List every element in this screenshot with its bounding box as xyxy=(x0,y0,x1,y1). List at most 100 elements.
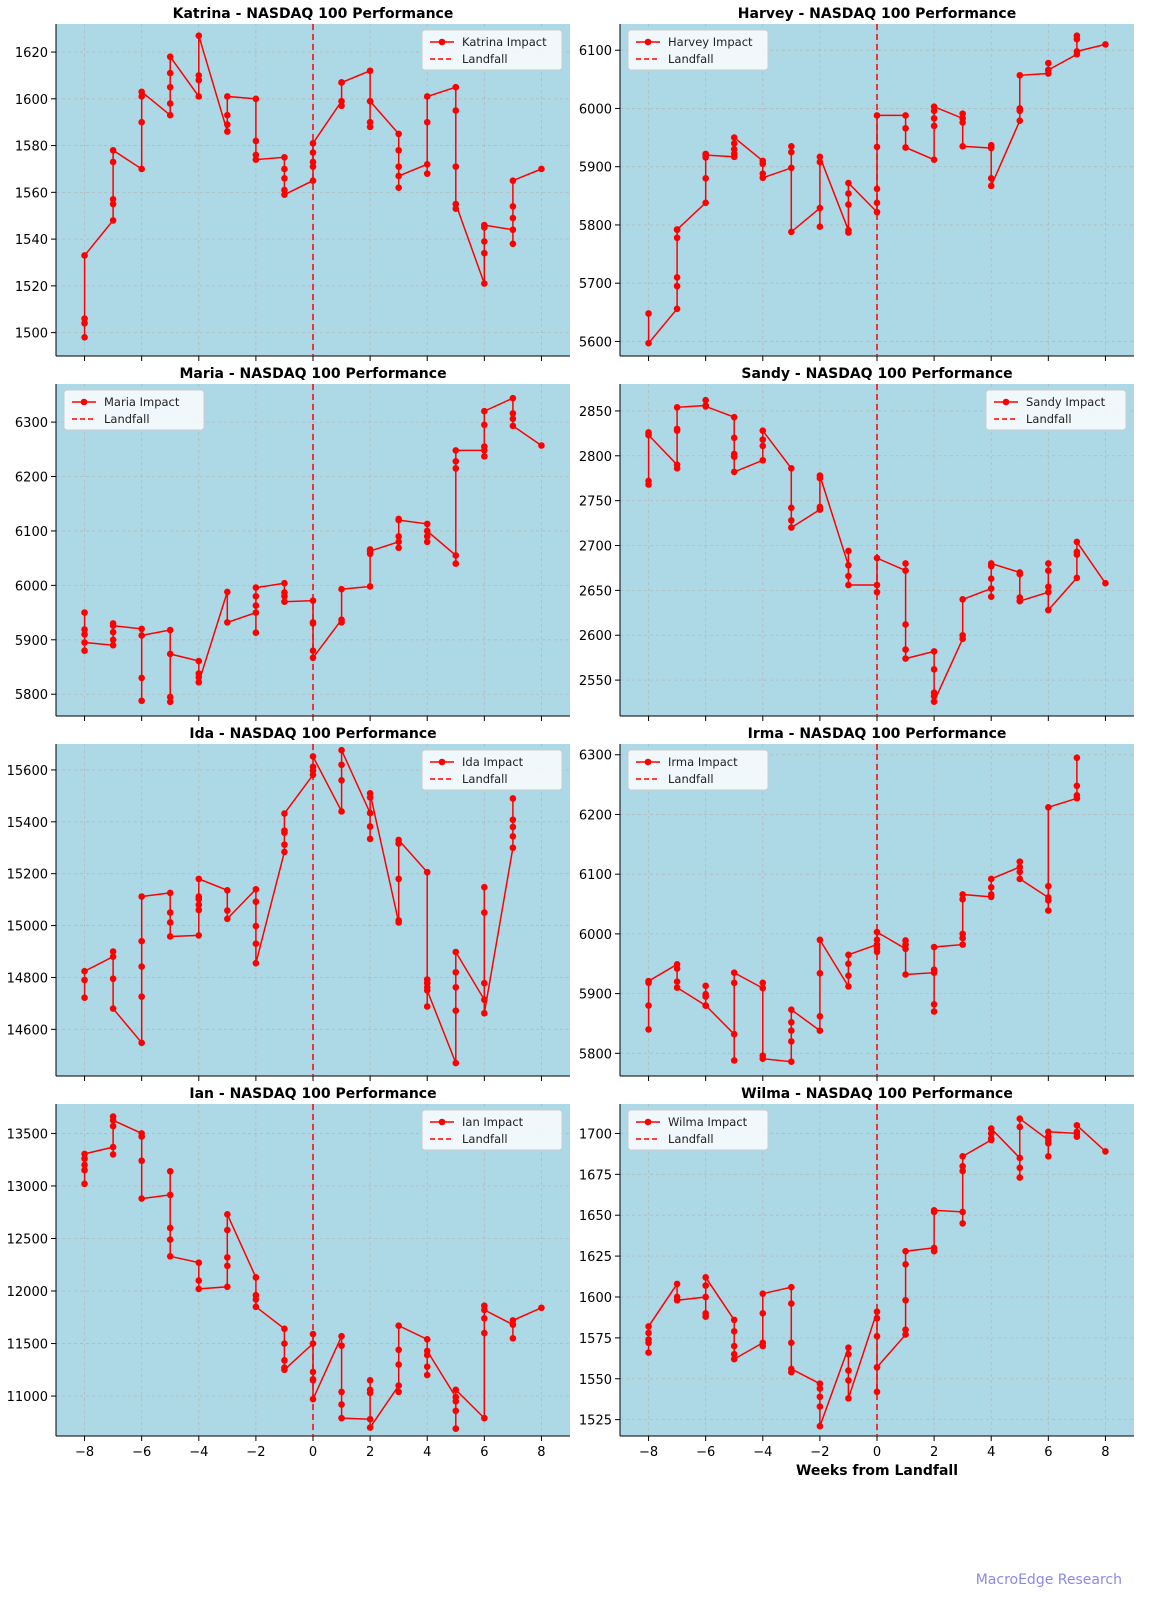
data-point xyxy=(902,124,909,132)
legend-series-label: Irma Impact xyxy=(668,755,738,769)
data-point xyxy=(452,983,460,991)
data-point xyxy=(395,538,402,546)
x-tick-label: 6 xyxy=(1044,1445,1052,1460)
y-tick-label: 6300 xyxy=(579,749,612,764)
data-point xyxy=(166,650,174,658)
data-point xyxy=(252,922,260,930)
data-point xyxy=(816,936,824,944)
y-tick-label: 14800 xyxy=(7,971,48,986)
data-point xyxy=(395,1388,402,1396)
data-point xyxy=(845,190,852,197)
data-point xyxy=(109,622,117,629)
legend: Irma Impact Landfall xyxy=(627,749,769,791)
data-point xyxy=(423,868,431,876)
data-point xyxy=(81,333,88,341)
data-point xyxy=(1045,583,1052,591)
data-point xyxy=(452,465,460,472)
data-point xyxy=(224,1211,231,1218)
data-point xyxy=(1045,1128,1052,1136)
data-point xyxy=(138,165,145,173)
data-point xyxy=(224,1254,231,1261)
data-point xyxy=(338,585,345,593)
data-point xyxy=(138,697,145,705)
data-point xyxy=(395,533,402,540)
y-tick-label: 5800 xyxy=(579,219,612,234)
x-tick-label: 4 xyxy=(423,1445,431,1460)
data-point xyxy=(109,636,117,644)
data-point xyxy=(138,625,145,633)
data-point xyxy=(959,119,966,126)
data-point xyxy=(281,1340,288,1347)
data-point xyxy=(845,951,852,959)
data-point xyxy=(338,761,345,769)
data-point xyxy=(224,886,231,894)
x-tick-label: −2 xyxy=(810,1445,829,1460)
data-point xyxy=(845,1344,852,1351)
data-point xyxy=(702,151,709,159)
legend-box xyxy=(627,749,769,791)
data-point xyxy=(788,524,795,531)
data-point xyxy=(873,143,881,151)
data-point xyxy=(166,111,174,119)
data-point xyxy=(673,465,681,472)
data-point xyxy=(195,76,203,84)
legend-landfall-label: Landfall xyxy=(462,1132,508,1146)
data-point xyxy=(730,140,738,147)
data-point xyxy=(224,619,231,626)
legend-series-marker xyxy=(644,1118,652,1126)
data-point xyxy=(395,163,402,170)
data-point xyxy=(81,609,88,616)
data-point xyxy=(81,647,88,654)
data-point xyxy=(987,891,995,898)
legend-landfall-label: Landfall xyxy=(104,412,150,426)
data-point xyxy=(423,527,431,535)
data-point xyxy=(509,422,517,430)
data-point xyxy=(1045,606,1052,614)
data-point xyxy=(673,274,681,281)
data-point xyxy=(902,1260,909,1268)
data-point xyxy=(338,619,345,626)
data-point xyxy=(730,134,738,141)
data-point xyxy=(759,427,767,434)
legend: Ida Impact Landfall xyxy=(421,749,563,791)
y-tick-label: 5900 xyxy=(579,988,612,1003)
data-point xyxy=(138,88,145,96)
data-point xyxy=(816,969,824,977)
data-point xyxy=(109,953,117,960)
data-point xyxy=(788,1058,795,1065)
data-point xyxy=(166,1236,174,1243)
data-point xyxy=(873,554,881,562)
data-point xyxy=(366,823,374,830)
data-point xyxy=(1102,579,1109,587)
data-point xyxy=(509,816,517,824)
y-tick-label: 13000 xyxy=(7,1180,48,1195)
data-point xyxy=(338,1414,345,1422)
data-point xyxy=(902,1296,909,1304)
data-point xyxy=(987,593,995,600)
data-point xyxy=(1016,1154,1024,1162)
legend-series-marker xyxy=(438,38,446,46)
data-point xyxy=(959,596,966,603)
legend: Sandy Impact Landfall xyxy=(985,389,1127,431)
data-point xyxy=(366,123,374,131)
data-point xyxy=(109,1116,117,1124)
data-point xyxy=(452,205,460,213)
data-point xyxy=(338,1388,345,1396)
data-point xyxy=(730,1057,738,1064)
data-point xyxy=(959,1208,966,1216)
data-point xyxy=(395,544,402,552)
data-point xyxy=(1016,597,1024,605)
data-point xyxy=(1016,1164,1024,1172)
data-point xyxy=(138,893,145,900)
data-point xyxy=(873,944,881,952)
data-point xyxy=(873,1308,881,1316)
y-tick-label: 15400 xyxy=(7,816,48,831)
data-point xyxy=(930,1247,938,1255)
y-tick-label: 1625 xyxy=(579,1250,612,1265)
y-tick-label: 5800 xyxy=(579,1047,612,1062)
data-point xyxy=(423,160,431,168)
data-point xyxy=(902,144,909,151)
data-point xyxy=(138,963,145,970)
data-point xyxy=(1073,782,1081,790)
data-point xyxy=(509,410,517,417)
